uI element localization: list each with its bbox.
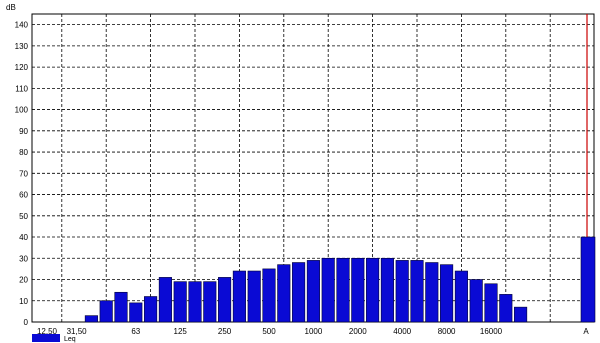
- bar-3150: [395, 260, 409, 323]
- x-tick-label: A: [583, 327, 589, 336]
- bar-a-weighted: [580, 236, 596, 323]
- x-tick-label: 12,50: [37, 327, 58, 336]
- bar-63: [144, 296, 158, 323]
- legend: Leq: [32, 334, 76, 343]
- y-tick-label: 30: [19, 254, 28, 263]
- y-axis-unit-label: dB: [6, 3, 16, 12]
- bar-200: [218, 277, 232, 323]
- bar-10000: [469, 279, 483, 323]
- bar-80: [158, 277, 172, 323]
- x-tick-label: 1000: [305, 327, 323, 336]
- bar-5000: [425, 262, 439, 323]
- y-tick-label: 0: [24, 318, 29, 327]
- y-tick-label: 20: [19, 276, 28, 285]
- x-tick-label: 250: [218, 327, 232, 336]
- x-axis-ticks: 12,50 31,50 63 125 250 500 1000 2000 4000 8000 160…: [37, 327, 589, 336]
- x-tick-label: 63: [131, 327, 140, 336]
- legend-label: Leq: [64, 336, 76, 343]
- bar-160: [203, 281, 217, 323]
- y-tick-label: 50: [19, 212, 28, 221]
- bar-500: [277, 264, 291, 323]
- bar-400: [262, 268, 276, 323]
- y-tick-label: 60: [19, 191, 28, 200]
- legend-swatch: [32, 334, 60, 342]
- x-tick-label: 31,50: [67, 327, 88, 336]
- bar-8000: [454, 270, 468, 323]
- y-tick-label: 10: [19, 297, 28, 306]
- bar-6300: [440, 264, 454, 323]
- y-tick-label: 100: [15, 106, 29, 115]
- bars: [84, 236, 596, 323]
- bar-1000: [321, 257, 335, 323]
- bar-31.5: [99, 300, 113, 323]
- bar-20000: [514, 306, 528, 323]
- y-tick-label: 110: [15, 84, 28, 93]
- bar-25: [84, 315, 98, 323]
- x-tick-label: 4000: [393, 327, 411, 336]
- x-tick-label: 500: [262, 327, 276, 336]
- bar-4000: [410, 260, 424, 323]
- y-tick-label: 80: [19, 148, 28, 157]
- x-tick-label: 125: [174, 327, 188, 336]
- y-tick-label: 40: [19, 233, 28, 242]
- y-axis-ticks: 0 10 20 30 40 50 60 70 80 90 100 110 120 130 140: [15, 21, 29, 327]
- y-tick-label: 70: [19, 169, 28, 178]
- bar-50: [129, 302, 143, 323]
- bar-2500: [380, 257, 394, 323]
- bar-250: [232, 270, 246, 323]
- x-tick-label: 2000: [349, 327, 367, 336]
- y-tick-label: 140: [15, 21, 29, 30]
- bar-125: [188, 281, 202, 323]
- y-tick-label: 130: [15, 42, 29, 51]
- x-tick-label: 16000: [480, 327, 503, 336]
- x-tick-label: 8000: [438, 327, 456, 336]
- bar-315: [247, 270, 261, 323]
- bar-1600: [351, 257, 365, 323]
- y-tick-label: 90: [19, 127, 28, 136]
- bar-2000: [366, 257, 380, 323]
- bar-100: [173, 281, 187, 323]
- bar-630: [292, 262, 306, 323]
- bar-16000: [499, 294, 513, 323]
- bar-40: [114, 291, 128, 323]
- bar-800: [306, 260, 320, 323]
- bar-12500: [484, 283, 498, 323]
- bar-1250: [336, 257, 350, 323]
- y-tick-label: 120: [15, 63, 29, 72]
